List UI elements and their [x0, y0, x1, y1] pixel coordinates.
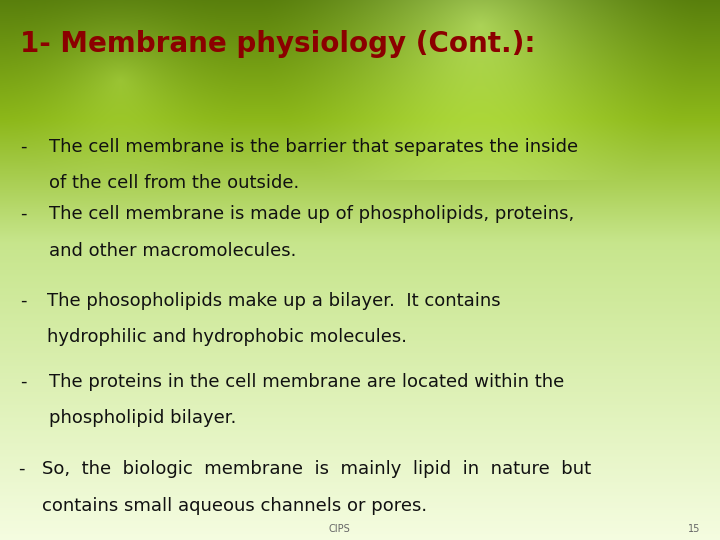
- Text: hydrophilic and hydrophobic molecules.: hydrophilic and hydrophobic molecules.: [47, 328, 407, 346]
- Text: phospholipid bilayer.: phospholipid bilayer.: [49, 409, 236, 427]
- Text: -: -: [20, 205, 27, 223]
- Text: of the cell from the outside.: of the cell from the outside.: [49, 174, 300, 192]
- Text: The cell membrane is the barrier that separates the inside: The cell membrane is the barrier that se…: [49, 138, 578, 156]
- Text: The proteins in the cell membrane are located within the: The proteins in the cell membrane are lo…: [49, 373, 564, 390]
- Text: The cell membrane is made up of phospholipids, proteins,: The cell membrane is made up of phosphol…: [49, 205, 575, 223]
- Text: -: -: [20, 292, 27, 309]
- Text: 15: 15: [688, 523, 700, 534]
- Text: -: -: [20, 138, 27, 156]
- Text: The phosopholipids make up a bilayer.  It contains: The phosopholipids make up a bilayer. It…: [47, 292, 500, 309]
- Text: 1- Membrane physiology (Cont.):: 1- Membrane physiology (Cont.):: [20, 30, 536, 58]
- Text: -: -: [18, 460, 24, 478]
- Text: So,  the  biologic  membrane  is  mainly  lipid  in  nature  but: So, the biologic membrane is mainly lipi…: [42, 460, 591, 478]
- Text: -: -: [20, 373, 27, 390]
- Text: and other macromolecules.: and other macromolecules.: [49, 242, 297, 260]
- Text: CIPS: CIPS: [329, 523, 351, 534]
- Text: contains small aqueous channels or pores.: contains small aqueous channels or pores…: [42, 497, 427, 515]
